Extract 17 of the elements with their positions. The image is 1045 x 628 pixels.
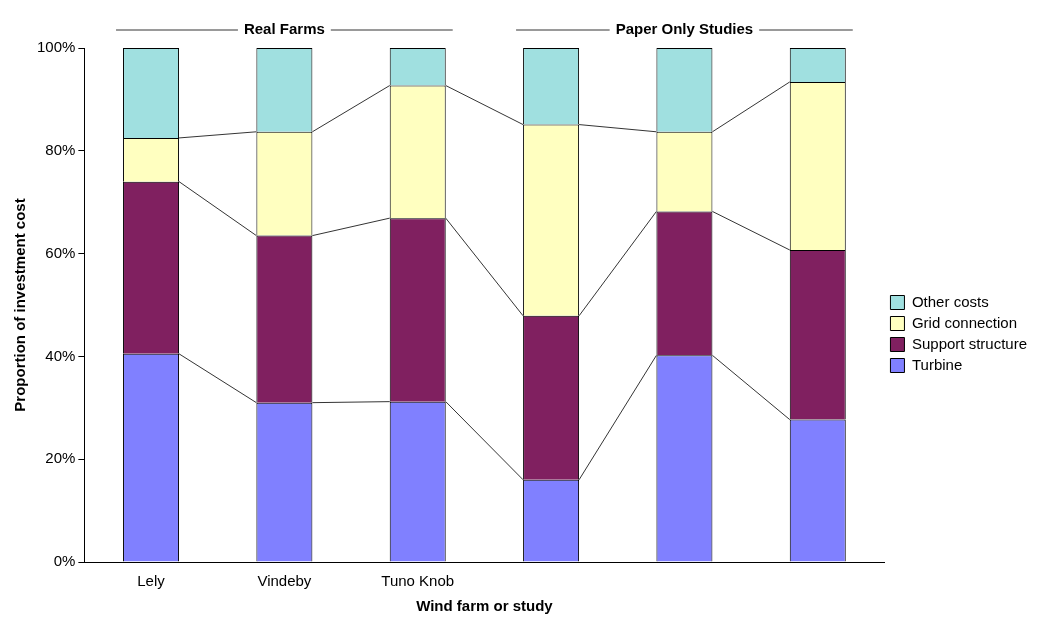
y-axis-title: Proportion of investment cost (11, 198, 29, 412)
y-tick-label: 20% (45, 449, 76, 467)
x-tick-label: Vindeby (257, 572, 312, 590)
x-axis-title: Wind farm or study (416, 597, 554, 615)
x-tick-label: Tuno Knob (381, 572, 455, 590)
y-tick-label: 60% (45, 243, 76, 261)
legend-label: Turbine (911, 355, 963, 373)
y-tick-label: 40% (45, 346, 76, 364)
text: Paper Only Studies (615, 20, 754, 38)
legend-label: Grid connection (911, 313, 1018, 331)
x-tick-label: Lely (137, 572, 166, 590)
legend-label: Other costs (911, 292, 989, 310)
y-tick-label: 80% (45, 140, 76, 158)
legend-label: Support structure (911, 334, 1028, 352)
text: Real Farms (243, 20, 325, 38)
y-tick-label: 100% (36, 38, 76, 56)
y-tick-label: 0% (53, 552, 76, 570)
